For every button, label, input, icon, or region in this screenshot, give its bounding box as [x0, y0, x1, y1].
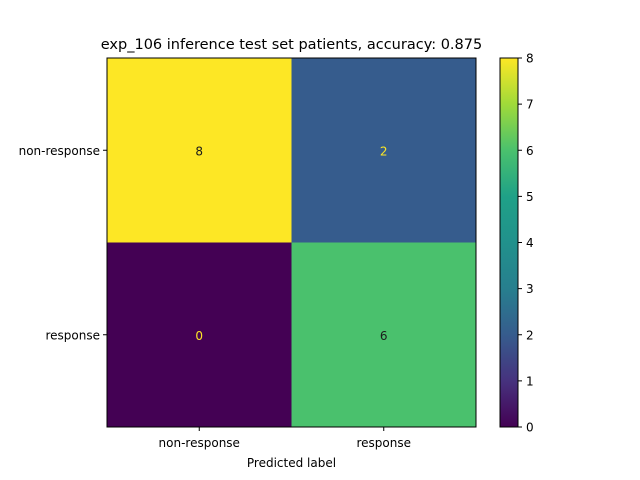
x-tick-label: non-response: [159, 436, 240, 450]
plot-frame: [106, 57, 477, 428]
y-axis-ticks: non-response response: [19, 144, 107, 342]
colorbar-tick-label: 4: [526, 236, 534, 250]
x-tick-label: response: [356, 436, 411, 450]
heatmap-cells: [107, 58, 476, 427]
y-tick-label: response: [45, 328, 100, 342]
cell-value-label: 2: [380, 144, 388, 158]
colorbar-tick-label: 2: [526, 328, 534, 342]
colorbar-tick-label: 1: [526, 374, 534, 388]
x-axis-ticks: non-response response: [159, 427, 411, 450]
colorbar-tick-label: 7: [526, 98, 534, 112]
colorbar-tick-label: 0: [526, 421, 534, 435]
heatmap-cell: [291, 58, 476, 243]
cell-value-label: 0: [195, 329, 203, 343]
x-axis-label: Predicted label: [247, 456, 336, 470]
colorbar-tick-label: 8: [526, 52, 534, 66]
heatmap-cell: [291, 242, 476, 427]
cell-value-label: 8: [195, 144, 203, 158]
cell-value-label: 6: [380, 329, 388, 343]
colorbar-tick-label: 6: [526, 144, 534, 158]
heatmap-cell: [107, 58, 292, 243]
colorbar-tick-label: 5: [526, 190, 534, 204]
heatmap-cell: [107, 242, 292, 427]
colorbar: [499, 57, 519, 428]
chart-title: exp_106 inference test set patients, acc…: [101, 37, 482, 53]
colorbar-tick-label: 3: [526, 282, 534, 296]
colorbar-ticks: 0 1 2 3 4 5 6 7 8: [518, 52, 534, 435]
cell-value-labels: 8 2 0 6: [195, 144, 387, 343]
y-tick-label: non-response: [19, 144, 100, 158]
